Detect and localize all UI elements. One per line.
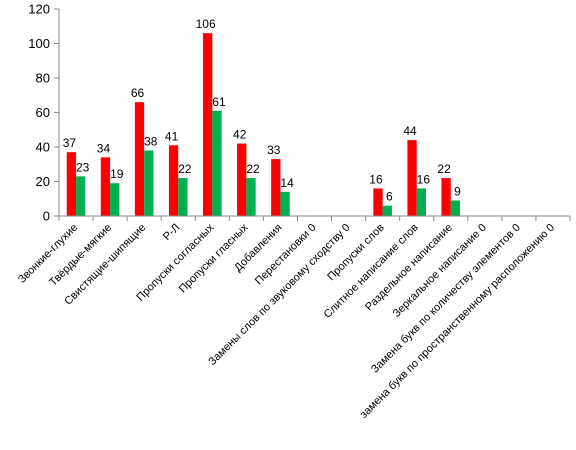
data-label: 19 — [110, 167, 124, 181]
data-label: 42 — [233, 128, 247, 142]
bar-series-1 — [100, 157, 111, 216]
bar-series-2 — [246, 178, 256, 216]
bar-series-2 — [212, 110, 222, 216]
data-label: 16 — [369, 172, 383, 186]
data-label: 9 — [454, 184, 461, 198]
y-tick-label: 60 — [36, 105, 50, 120]
y-tick-label: 40 — [36, 140, 50, 155]
data-label: 22 — [178, 162, 192, 176]
bar-series-1 — [271, 159, 281, 216]
data-label: 16 — [417, 172, 431, 186]
bar-series-2 — [280, 191, 290, 216]
x-tick-label: Перестановки 0 — [253, 222, 319, 288]
data-label: 38 — [144, 134, 158, 148]
bar-series-2 — [110, 183, 120, 216]
x-tick-label: Р-Л — [161, 222, 182, 243]
data-label: 22 — [437, 162, 451, 176]
bar-series-1 — [441, 178, 451, 216]
data-label: 6 — [386, 190, 393, 204]
data-label: 66 — [131, 86, 145, 100]
data-label: 22 — [246, 162, 260, 176]
y-tick-label: 0 — [43, 209, 50, 224]
y-tick-label: 80 — [36, 71, 50, 86]
y-tick-label: 100 — [28, 36, 50, 51]
bar-series-1 — [134, 102, 145, 216]
bar-series-2 — [382, 205, 392, 216]
data-label: 14 — [280, 176, 294, 190]
data-label: 106 — [196, 17, 216, 31]
y-tick-label: 20 — [36, 174, 50, 189]
bar-series-1 — [373, 188, 383, 216]
data-label: 33 — [267, 143, 281, 157]
data-label: 41 — [165, 129, 179, 143]
bar-series-1 — [203, 33, 213, 217]
bar-series-1 — [66, 152, 77, 216]
x-tick-label: Твёрдые-мягкие — [47, 222, 114, 289]
data-label: 44 — [403, 124, 417, 138]
bar-series-2 — [416, 188, 426, 216]
data-label: 23 — [76, 160, 90, 174]
y-axis-ticks: 0 20 40 60 80 100 120 — [28, 2, 571, 224]
bar-series-2 — [178, 178, 188, 216]
bars — [66, 33, 461, 217]
bar-series-2 — [144, 150, 154, 216]
data-label: 37 — [63, 136, 77, 150]
data-label: 61 — [212, 95, 226, 109]
bar-series-1 — [407, 140, 417, 216]
x-tick-label: Звонкие-глухие — [16, 222, 80, 286]
y-tick-label: 120 — [28, 2, 50, 17]
bar-series-1 — [168, 145, 179, 216]
bar-series-1 — [237, 143, 247, 216]
x-axis-labels: Звонкие-глухиеТвёрдые-мягкиеСвистящие-ши… — [16, 221, 557, 420]
data-label: 34 — [97, 141, 111, 155]
bar-series-2 — [76, 176, 86, 216]
bar-series-2 — [450, 200, 461, 216]
